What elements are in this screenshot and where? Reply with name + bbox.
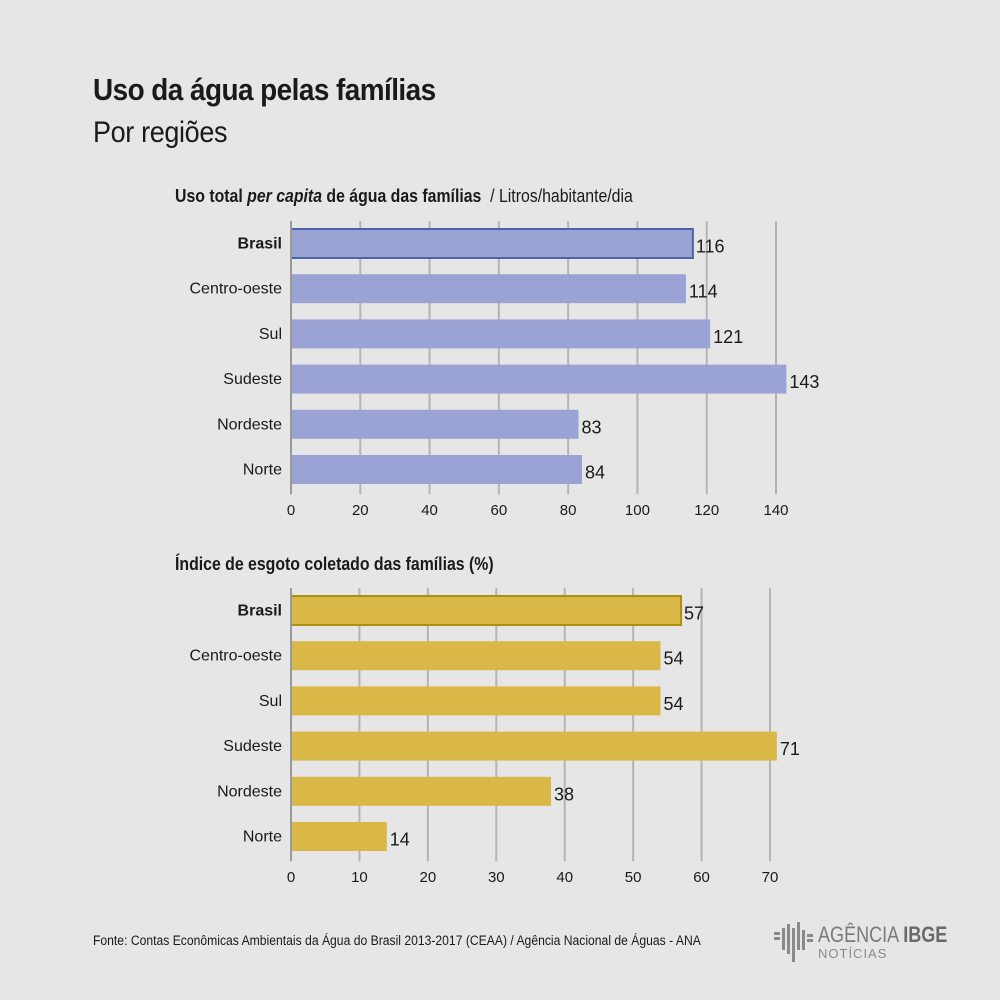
- x-tick-label: 10: [351, 869, 368, 886]
- category-label: Sudeste: [223, 371, 282, 388]
- x-tick-label: 140: [763, 502, 788, 519]
- category-label: Norte: [243, 829, 282, 846]
- x-tick-label: 40: [421, 502, 438, 519]
- bar-sul: [291, 319, 711, 349]
- category-label: Nordeste: [217, 416, 282, 433]
- x-tick-label: 20: [352, 502, 369, 519]
- data-label: 54: [664, 649, 684, 669]
- data-label: 83: [582, 417, 602, 437]
- category-label: Centro-oeste: [190, 648, 283, 665]
- x-tick-label: 100: [625, 502, 650, 519]
- logo-subtitle: NOTÍCIAS: [818, 946, 888, 961]
- bar-norte: [291, 455, 582, 484]
- chart-title: Uso da água pelas famílias: [93, 72, 436, 107]
- data-label: 114: [689, 282, 718, 302]
- panel-title-part: Uso total: [175, 186, 248, 206]
- data-label: 54: [664, 694, 684, 714]
- data-label: 38: [554, 784, 574, 804]
- x-tick-label: 40: [556, 869, 573, 886]
- data-label: 57: [684, 604, 704, 624]
- x-tick-label: 60: [693, 869, 710, 886]
- x-tick-label: 80: [560, 502, 577, 519]
- bar-centro-oeste: [291, 274, 686, 304]
- logo-word: AGÊNCIA: [818, 922, 899, 947]
- bar-norte: [291, 822, 387, 851]
- data-label: 143: [789, 372, 819, 392]
- x-tick-label: 30: [488, 869, 505, 886]
- category-label: Brasil: [238, 603, 282, 620]
- x-tick-label: 50: [625, 869, 642, 886]
- bar-nordeste: [291, 776, 552, 806]
- data-label: 121: [713, 327, 743, 347]
- panel-title-unit: / Litros/habitante/dia: [481, 186, 633, 206]
- logo-brand: IBGE: [903, 922, 948, 947]
- category-label: Sul: [259, 693, 282, 710]
- data-label: 84: [585, 463, 605, 483]
- x-tick-label: 20: [420, 869, 437, 886]
- bar-sudeste: [291, 731, 777, 761]
- category-label: Sul: [259, 326, 282, 343]
- category-label: Nordeste: [217, 783, 282, 800]
- panel-title-water-use: Uso total per capita de água das família…: [175, 186, 633, 207]
- data-label: 71: [780, 739, 800, 759]
- data-label: 14: [390, 830, 410, 850]
- category-label: Sudeste: [223, 738, 282, 755]
- panel-title-part: per capita: [247, 186, 323, 206]
- bar-nordeste: [291, 409, 579, 439]
- agencia-ibge-logo: AGÊNCIA IBGE NOTÍCIAS: [774, 920, 947, 965]
- category-label: Norte: [243, 462, 282, 479]
- x-tick-label: 60: [491, 502, 508, 519]
- panel-title-part: de água das famílias: [322, 186, 482, 206]
- ibge-logo-icon: [774, 922, 813, 962]
- x-tick-label: 0: [287, 502, 295, 519]
- x-tick-label: 0: [287, 869, 295, 886]
- bar-sul: [291, 686, 661, 716]
- bar-sudeste: [291, 364, 787, 394]
- data-label: 116: [696, 237, 725, 257]
- bar-brasil: [290, 228, 694, 259]
- bar-centro-oeste: [291, 641, 661, 671]
- source-note: Fonte: Contas Econômicas Ambientais da Á…: [93, 933, 701, 948]
- bar-brasil: [290, 595, 683, 626]
- category-label: Brasil: [238, 236, 282, 253]
- x-tick-label: 120: [694, 502, 719, 519]
- chart-subtitle: Por regiões: [93, 116, 228, 149]
- panel-title-sewage: Índice de esgoto coletado das famílias (…: [175, 554, 494, 575]
- logo-wordmark: AGÊNCIA IBGE: [818, 922, 947, 948]
- category-label: Centro-oeste: [190, 281, 283, 298]
- x-tick-label: 70: [762, 869, 779, 886]
- panel-title-part: Índice de esgoto coletado das famílias (…: [175, 554, 494, 574]
